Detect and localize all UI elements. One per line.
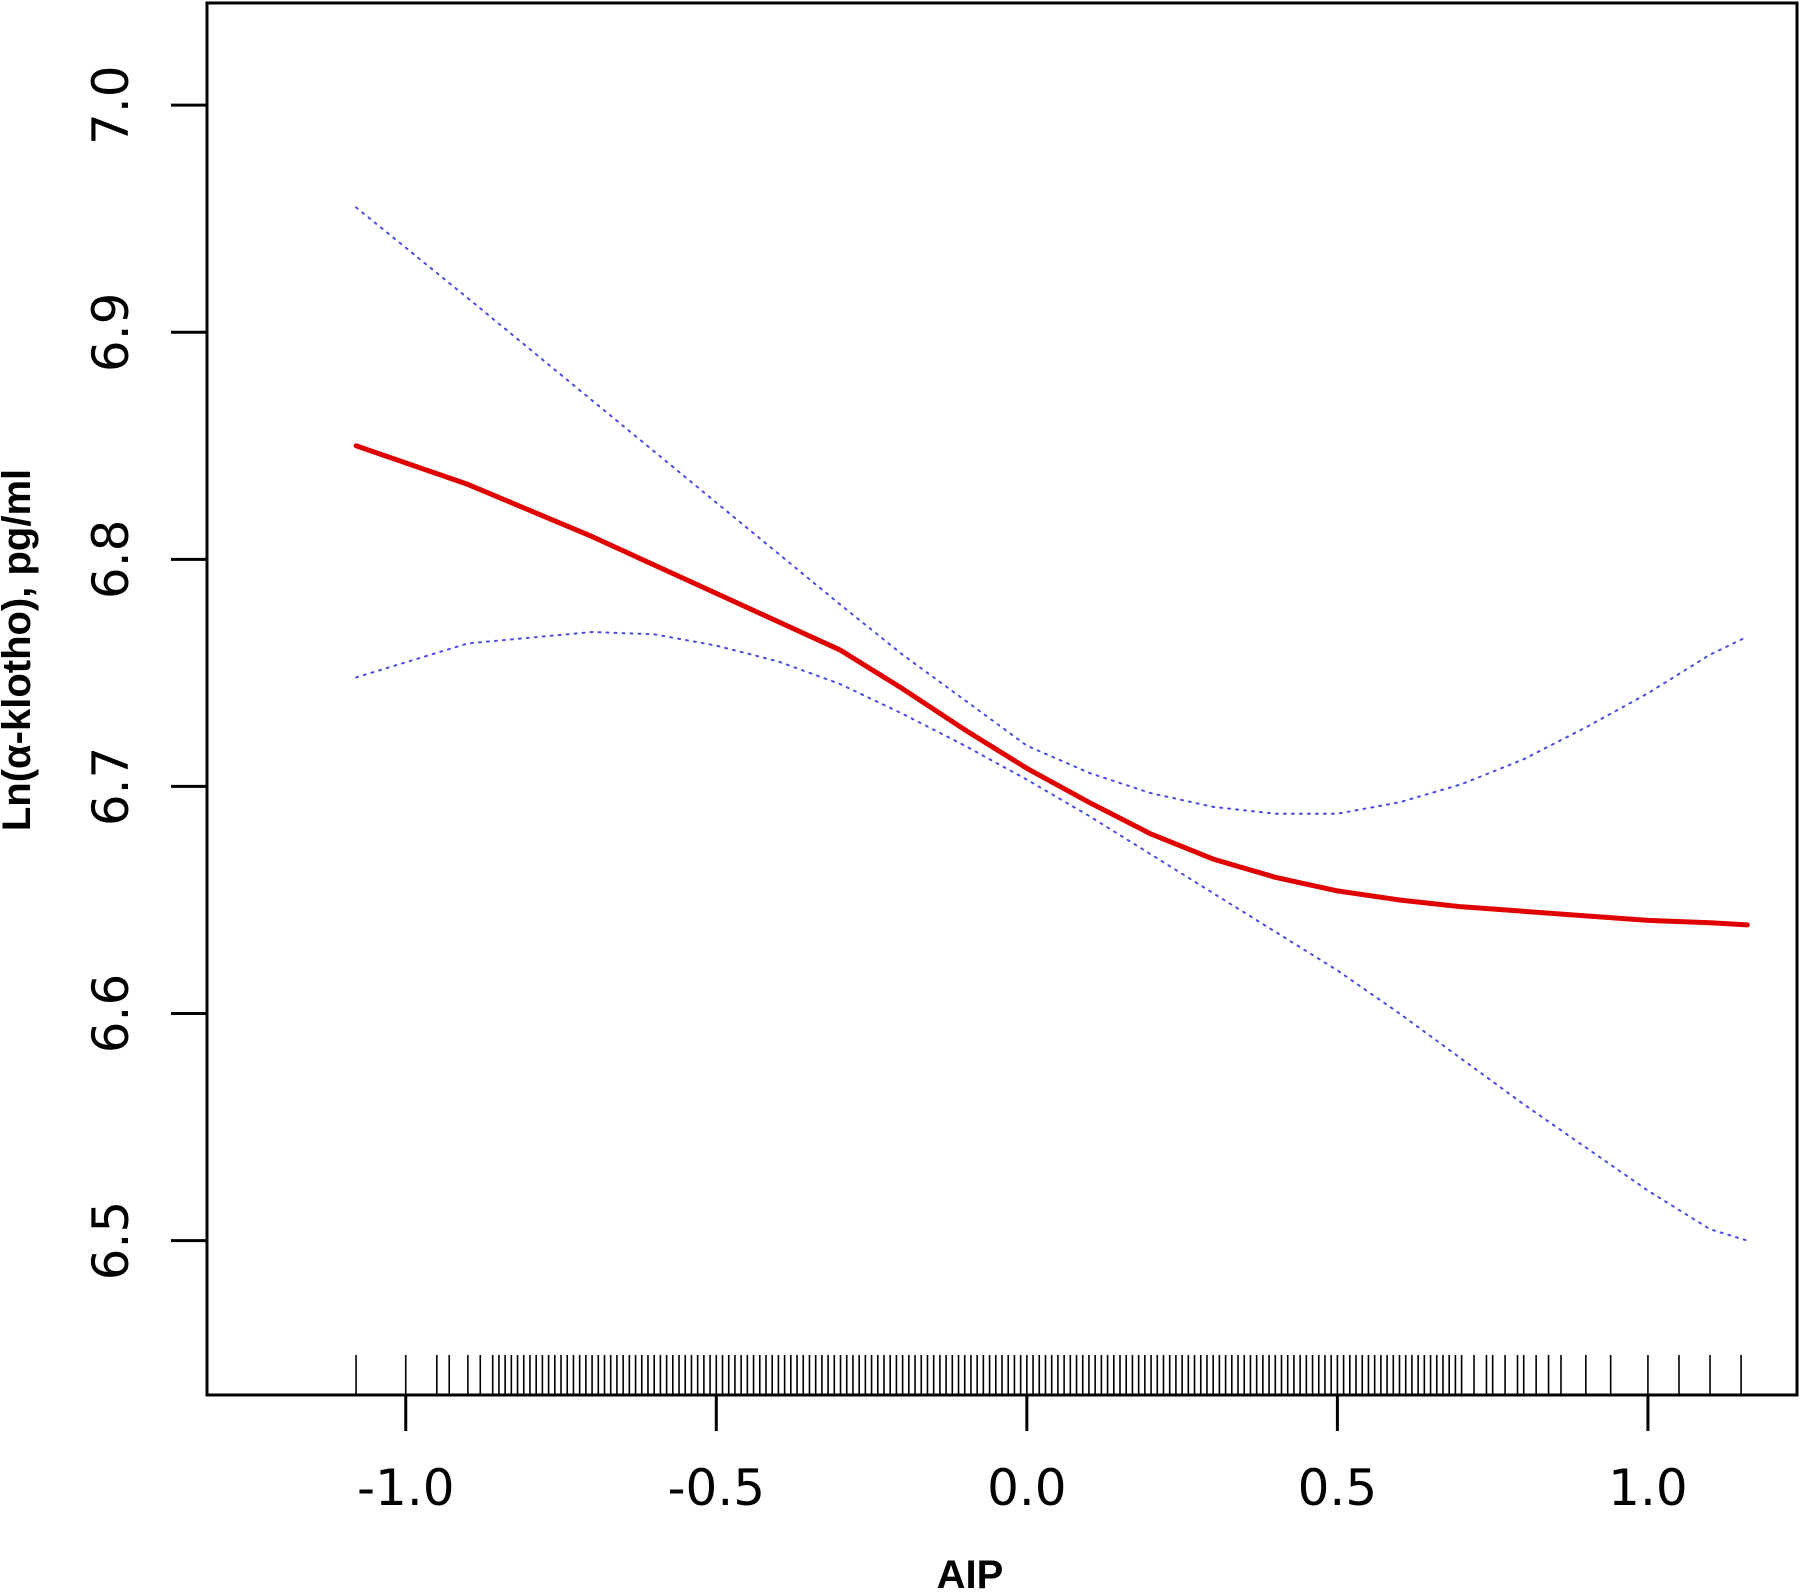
series-lower-ci [355, 631, 1749, 1242]
y-tick-label-5: 7.0 [82, 65, 140, 145]
x-tick-label-4: 1.0 [1608, 1459, 1688, 1517]
series-upper-ci [355, 206, 1749, 815]
plot-frame [205, 1, 1799, 1397]
x-tick-label-3: 0.5 [1298, 1459, 1378, 1517]
y-tick-label-3: 6.8 [82, 520, 140, 600]
rug [355, 1355, 1742, 1395]
y-axis-title: Ln(α-klotho), pg/ml [0, 469, 39, 831]
y-tick-label-0: 6.5 [82, 1201, 140, 1281]
x-tick-label-2: 0.0 [987, 1459, 1067, 1517]
x-axis: -1.0 -0.5 0.0 0.5 1.0 [357, 1395, 1688, 1517]
series-estimate [353, 443, 1750, 928]
y-axis: 6.5 6.6 6.7 6.8 6.9 7.0 [82, 65, 207, 1280]
x-tick-label-1: -0.5 [668, 1459, 766, 1517]
y-tick-label-4: 6.9 [82, 293, 140, 373]
y-tick-label-1: 6.6 [82, 974, 140, 1054]
x-tick-label-0: -1.0 [357, 1459, 455, 1517]
series-layer [353, 206, 1750, 1242]
y-tick-label-2: 6.7 [82, 747, 140, 827]
x-axis-title: AIP [937, 1553, 1004, 1594]
